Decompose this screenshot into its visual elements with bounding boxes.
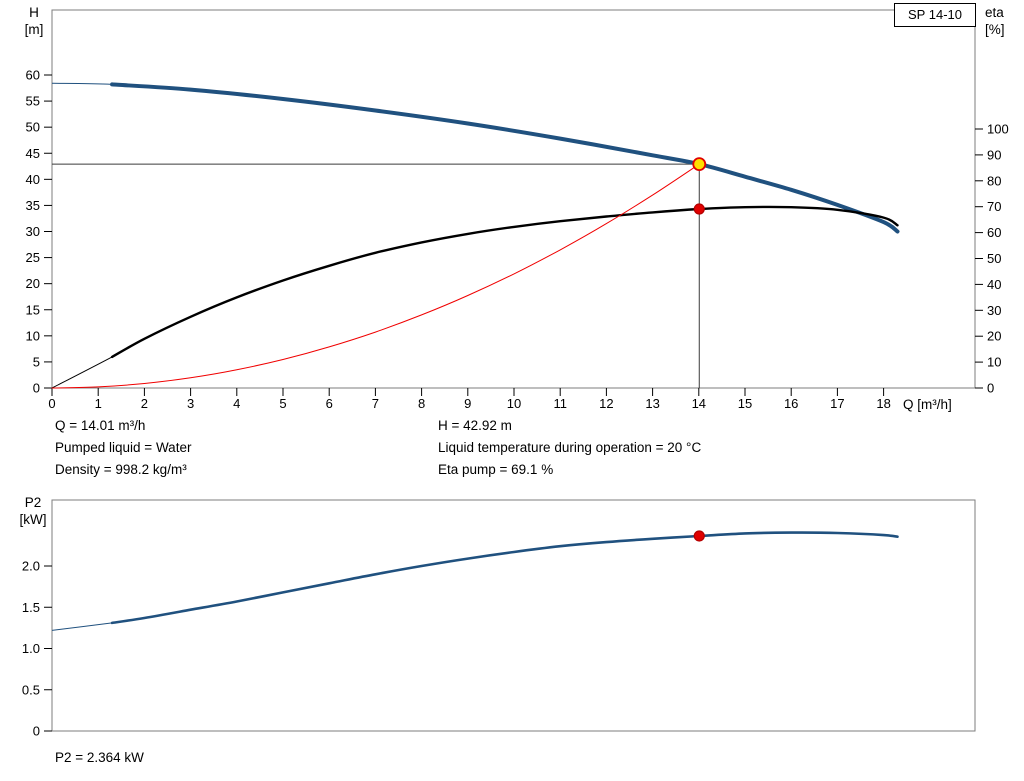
q-tick-label: 7 bbox=[372, 396, 379, 411]
h-tick-label: 40 bbox=[26, 172, 40, 187]
q-tick-label: 14 bbox=[692, 396, 706, 411]
eta-tick-label: 40 bbox=[987, 277, 1001, 292]
h-tick-label: 60 bbox=[26, 68, 40, 83]
p2-tick-label: 0.5 bbox=[22, 682, 40, 697]
h-tick-label: 45 bbox=[26, 146, 40, 161]
q-tick-label: 6 bbox=[326, 396, 333, 411]
h-axis-ticks: 0 5 10 15 20 25 30 35 40 45 50 55 60 bbox=[26, 68, 52, 396]
top-chart-frame bbox=[51, 9, 976, 389]
head-curve bbox=[110, 82, 900, 234]
h-tick-label: 55 bbox=[26, 94, 40, 109]
q-tick-label: 18 bbox=[876, 396, 890, 411]
p2-axis-title-line1: P2 bbox=[24, 495, 42, 510]
h-tick-label: 5 bbox=[33, 354, 40, 369]
eta-axis-ticks: 0 10 20 30 40 50 60 70 80 90 100 bbox=[975, 122, 1009, 396]
q-tick-label: 11 bbox=[553, 396, 567, 411]
eta-pump-text: Eta pump = 69.1 % bbox=[438, 462, 554, 477]
eta-tick-label: 80 bbox=[987, 173, 1001, 188]
q-tick-label: 8 bbox=[418, 396, 425, 411]
duty-head-text: H = 42.92 m bbox=[438, 418, 512, 433]
h-tick-label: 0 bbox=[33, 381, 40, 396]
p2-axis-ticks: 0 0.5 1.0 1.5 2.0 bbox=[22, 559, 52, 739]
eta-tick-label: 100 bbox=[987, 122, 1009, 137]
q-tick-label: 0 bbox=[48, 396, 55, 411]
q-tick-label: 15 bbox=[738, 396, 752, 411]
h-axis-title-line2: [m] bbox=[24, 22, 44, 37]
h-axis-title: H [m] bbox=[16, 4, 52, 38]
duty-point-head bbox=[692, 157, 707, 172]
q-tick-label: 5 bbox=[279, 396, 286, 411]
system-curve bbox=[51, 163, 700, 389]
q-axis-title: Q [m³/h] bbox=[903, 397, 952, 412]
q-tick-label: 2 bbox=[141, 396, 148, 411]
duty-p2-text: P2 = 2.364 kW bbox=[55, 750, 144, 765]
eta-axis-title-line1: eta bbox=[985, 5, 1004, 20]
h-tick-label: 25 bbox=[26, 250, 40, 265]
h-tick-label: 50 bbox=[26, 120, 40, 135]
pumped-liquid-text: Pumped liquid = Water bbox=[55, 440, 192, 455]
duty-point-p2 bbox=[693, 530, 705, 542]
p2-tick-label: 2.0 bbox=[22, 559, 40, 574]
q-tick-label: 16 bbox=[784, 396, 798, 411]
eta-curve bbox=[110, 205, 899, 359]
q-axis-ticks: 0 1 2 3 4 5 6 7 8 9 10 11 12 13 14 15 16 17 18 bbox=[48, 388, 891, 411]
q-tick-label: 10 bbox=[507, 396, 521, 411]
eta-tick-label: 0 bbox=[987, 381, 994, 396]
h-tick-label: 20 bbox=[26, 276, 40, 291]
p2-tick-label: 1.5 bbox=[22, 600, 40, 615]
eta-tick-label: 60 bbox=[987, 225, 1001, 240]
p2-axis-title-line2: [kW] bbox=[19, 512, 47, 527]
h-axis-title-line1: H bbox=[29, 5, 39, 20]
h-tick-label: 30 bbox=[26, 224, 40, 239]
eta-axis-title: eta [%] bbox=[985, 4, 1023, 38]
eta-axis-title-line2: [%] bbox=[985, 22, 1005, 37]
q-tick-label: 4 bbox=[233, 396, 240, 411]
duty-point-eta bbox=[693, 203, 705, 215]
q-tick-label: 9 bbox=[464, 396, 471, 411]
density-text: Density = 998.2 kg/m³ bbox=[55, 462, 187, 477]
eta-tick-label: 30 bbox=[987, 303, 1001, 318]
eta-tick-label: 90 bbox=[987, 147, 1001, 162]
eta-tick-label: 70 bbox=[987, 199, 1001, 214]
h-tick-label: 15 bbox=[26, 302, 40, 317]
eta-tick-label: 10 bbox=[987, 355, 1001, 370]
h-tick-label: 35 bbox=[26, 198, 40, 213]
duty-flow-text: Q = 14.01 m³/h bbox=[55, 418, 146, 433]
p2-curve bbox=[110, 531, 899, 625]
h-tick-label: 10 bbox=[26, 328, 40, 343]
q-tick-label: 17 bbox=[830, 396, 844, 411]
p2-tick-label: 0 bbox=[33, 724, 40, 739]
liquid-temp-text: Liquid temperature during operation = 20… bbox=[438, 440, 702, 455]
q-tick-label: 12 bbox=[599, 396, 613, 411]
p2-axis-title: P2 [kW] bbox=[14, 494, 52, 528]
eta-tick-label: 50 bbox=[987, 251, 1001, 266]
q-tick-label: 1 bbox=[95, 396, 102, 411]
eta-tick-label: 20 bbox=[987, 329, 1001, 344]
p2-tick-label: 1.0 bbox=[22, 641, 40, 656]
q-tick-label: 13 bbox=[645, 396, 659, 411]
q-tick-label: 3 bbox=[187, 396, 194, 411]
pump-type-box: SP 14-10 bbox=[894, 3, 976, 27]
bottom-chart-frame bbox=[51, 499, 976, 732]
